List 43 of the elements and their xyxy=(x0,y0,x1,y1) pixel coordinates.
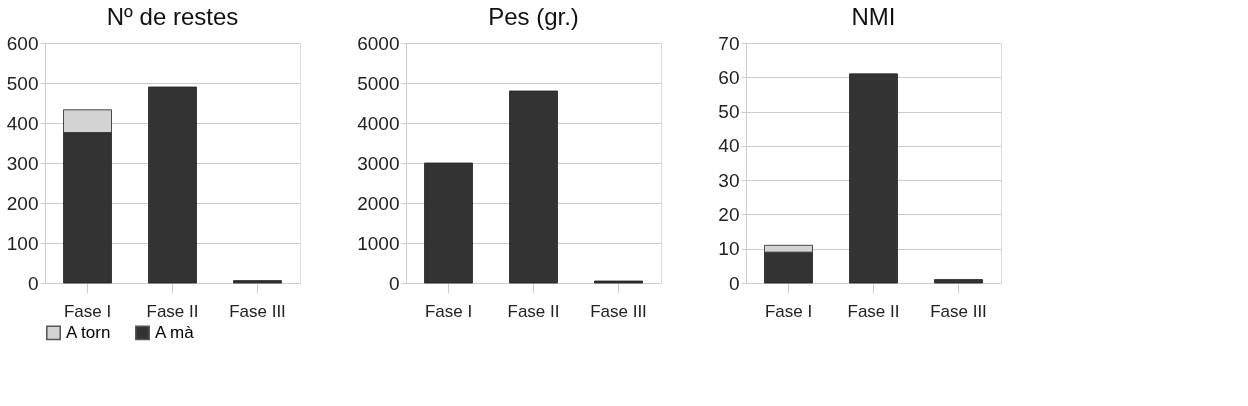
legend-label: A mà xyxy=(155,322,195,342)
y-tick-label: 40 xyxy=(718,135,740,157)
bar xyxy=(233,280,282,284)
bar xyxy=(594,280,643,284)
y-tick-label: 60 xyxy=(718,66,740,88)
y-tick-label: 0 xyxy=(388,272,400,294)
y-tick-label: 4000 xyxy=(357,112,400,134)
y-tick-label: 200 xyxy=(6,192,39,214)
y-tick-label: 2000 xyxy=(357,192,400,214)
y-tick-label: 500 xyxy=(6,72,39,94)
y-tick-label: 400 xyxy=(6,112,39,134)
x-tick-label: Fase II xyxy=(847,301,900,321)
chart-title: NMI xyxy=(851,3,896,30)
x-tick-label: Fase III xyxy=(229,301,286,321)
y-tick-label: 600 xyxy=(6,32,39,54)
chart-title: Pes (gr.) xyxy=(488,3,579,30)
y-tick-label: 3000 xyxy=(357,152,400,174)
x-tick-label: Fase I xyxy=(63,301,112,321)
x-tick-label: Fase II xyxy=(507,301,560,321)
x-tick-label: Fase II xyxy=(146,301,199,321)
x-tick-label: Fase III xyxy=(590,301,647,321)
y-tick-label: 100 xyxy=(6,232,39,254)
bar xyxy=(934,279,983,284)
y-tick-label: 0 xyxy=(27,272,39,294)
bar xyxy=(849,73,898,284)
bar xyxy=(424,162,473,284)
y-tick-label: 50 xyxy=(718,101,740,123)
y-tick-label: 30 xyxy=(718,169,740,191)
bar xyxy=(509,90,558,284)
y-tick-label: 300 xyxy=(6,152,39,174)
y-tick-label: 10 xyxy=(718,238,740,260)
y-tick-label: 70 xyxy=(718,32,740,54)
y-tick-label: 5000 xyxy=(357,72,400,94)
legend-label: A torn xyxy=(66,322,111,342)
bar xyxy=(148,86,197,284)
y-tick-label: 6000 xyxy=(357,32,400,54)
y-tick-label: 0 xyxy=(728,272,740,294)
x-tick-label: Fase I xyxy=(424,301,473,321)
y-tick-label: 20 xyxy=(718,203,740,225)
x-tick-label: Fase I xyxy=(764,301,813,321)
y-tick-label: 1000 xyxy=(357,232,400,254)
chart-title: Nº de restes xyxy=(106,3,239,30)
x-tick-label: Fase III xyxy=(930,301,987,321)
